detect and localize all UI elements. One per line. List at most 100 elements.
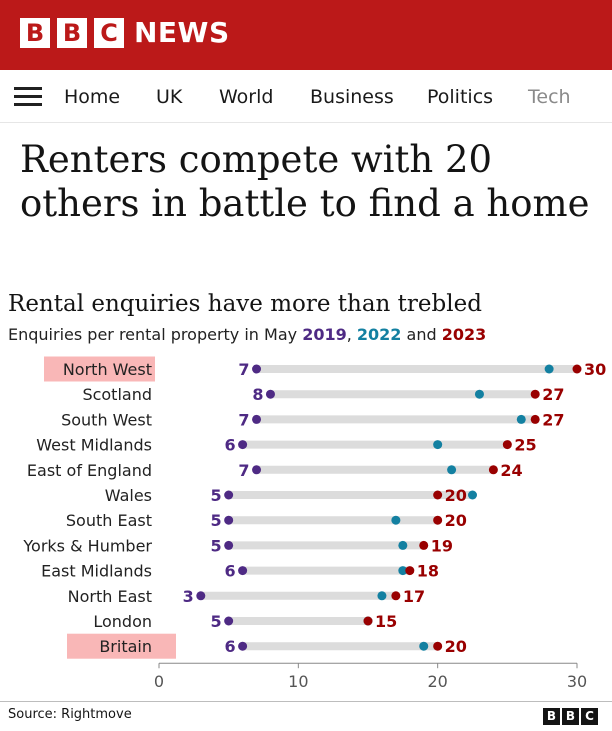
value-label-2019-north-west: 7 [238, 360, 249, 379]
dot-2023-wales [433, 490, 443, 500]
dot-2019-north-east [196, 591, 206, 601]
value-label-2023-east-of-england: 24 [500, 461, 522, 480]
row-label-britain: Britain [99, 637, 152, 656]
dot-2023-south-east [433, 515, 443, 525]
bbc-logo-letter-3[interactable]: C [94, 18, 124, 48]
dot-2022-south-west [516, 414, 526, 424]
hamburger-menu-icon[interactable] [14, 87, 42, 107]
subtitle-text: Enquiries per rental property in May [8, 325, 303, 344]
footer-logo-letter-3: C [581, 708, 598, 725]
dot-2019-east-midlands [238, 566, 248, 576]
dot-2019-london [224, 616, 234, 626]
nav-item-world[interactable]: World [219, 86, 274, 108]
news-wordmark[interactable]: NEWS [134, 16, 230, 49]
dot-2022-west-midlands [433, 440, 443, 450]
value-label-2019-east-of-england: 7 [238, 461, 249, 480]
value-label-2023-south-east: 20 [445, 511, 467, 530]
nav-item-uk[interactable]: UK [156, 86, 183, 108]
dot-2023-north-west [572, 364, 582, 374]
highlight-britain [67, 633, 176, 659]
row-label-wales: Wales [105, 486, 152, 505]
dot-2023-east-midlands [405, 566, 415, 576]
footer-logo-letter-2: B [562, 708, 579, 725]
nav-item-politics[interactable]: Politics [427, 86, 494, 108]
row-label-south-east: South East [66, 511, 152, 530]
value-label-2019-yorks-and-humber: 5 [211, 536, 222, 555]
dot-2019-britain [238, 641, 248, 651]
nav-item-business[interactable]: Business [310, 86, 394, 108]
dot-2023-london [363, 616, 373, 626]
nav-item-home[interactable]: Home [64, 86, 121, 108]
dot-2019-wales [224, 490, 234, 500]
subtitle-separator-1: , [346, 325, 357, 344]
row-label-london: London [93, 612, 152, 631]
dot-2019-south-west [252, 414, 262, 424]
dot-2023-north-east [391, 591, 401, 601]
dot-2023-britain [433, 641, 443, 651]
footer-divider [0, 701, 612, 702]
footer-logo-letter-1: B [543, 708, 560, 725]
dot-2023-south-west [530, 414, 540, 424]
dot-2022-north-east [377, 591, 387, 601]
value-label-2019-south-east: 5 [211, 511, 222, 530]
dot-2022-north-west [544, 364, 554, 374]
dot-2022-yorks-and-humber [398, 540, 408, 550]
subtitle-separator-2: and [401, 325, 442, 344]
value-label-2023-west-midlands: 25 [514, 436, 536, 455]
dot-2023-yorks-and-humber [419, 540, 429, 550]
value-label-2023-south-west: 27 [542, 410, 564, 429]
row-label-south-west: South West [61, 410, 152, 429]
row-label-west-midlands: West Midlands [36, 436, 152, 455]
highlight-north-west [44, 356, 155, 382]
dot-2019-east-of-england [252, 465, 262, 475]
value-label-2023-wales: 20 [445, 486, 467, 505]
value-label-2023-scotland: 27 [542, 385, 564, 404]
value-label-2023-north-east: 17 [403, 587, 425, 606]
value-label-2023-east-midlands: 18 [417, 562, 439, 581]
dot-2019-west-midlands [238, 440, 248, 450]
dot-2023-east-of-england [488, 465, 498, 475]
dot-2022-scotland [474, 389, 484, 399]
dot-2022-britain [419, 641, 429, 651]
row-label-yorks-and-humber: Yorks & Humber [22, 536, 152, 555]
chart-title: Rental enquiries have more than trebled [8, 291, 482, 317]
value-label-2019-britain: 6 [224, 637, 235, 656]
value-label-2019-south-west: 7 [238, 410, 249, 429]
bbc-logo-letter-1[interactable]: B [20, 18, 50, 48]
main-navigation: Home UK World Business Politics Tech [0, 70, 612, 123]
value-label-2019-west-midlands: 6 [224, 436, 235, 455]
source-note: Source: Rightmove [8, 707, 132, 722]
dot-2022-east-of-england [447, 465, 457, 475]
row-label-scotland: Scotland [82, 385, 152, 404]
bbc-news-header: B B C NEWS [0, 0, 612, 70]
dot-2022-wales [468, 490, 477, 500]
bbc-logo-letter-2[interactable]: B [57, 18, 87, 48]
legend-2022: 2022 [356, 325, 402, 344]
dot-2019-yorks-and-humber [224, 540, 234, 550]
value-label-2019-wales: 5 [211, 486, 222, 505]
row-label-east-midlands: East Midlands [41, 562, 152, 581]
x-tick-label-20: 20 [427, 672, 447, 691]
dot-2023-west-midlands [502, 440, 512, 450]
chart-subtitle: Enquiries per rental property in May 201… [8, 325, 486, 345]
value-label-2019-london: 5 [211, 612, 222, 631]
x-tick-label-10: 10 [288, 672, 308, 691]
nav-item-tech[interactable]: Tech [528, 86, 571, 108]
dot-2023-scotland [530, 389, 540, 399]
row-label-north-east: North East [68, 587, 152, 606]
value-label-2023-britain: 20 [445, 637, 467, 656]
dot-2019-south-east [224, 515, 234, 525]
article-headline: Renters compete with 20 others in battle… [20, 138, 590, 225]
dot-2019-north-west [252, 364, 262, 374]
legend-2023: 2023 [441, 325, 487, 344]
value-label-2019-scotland: 8 [252, 385, 263, 404]
value-label-2019-north-east: 3 [183, 587, 194, 606]
dot-2022-south-east [391, 515, 401, 525]
value-label-2023-north-west: 30 [584, 360, 606, 379]
value-label-2023-london: 15 [375, 612, 397, 631]
legend-2019: 2019 [302, 325, 347, 344]
row-label-east-of-england: East of England [27, 461, 152, 480]
value-label-2023-yorks-and-humber: 19 [431, 536, 453, 555]
dot-2019-scotland [265, 389, 275, 399]
